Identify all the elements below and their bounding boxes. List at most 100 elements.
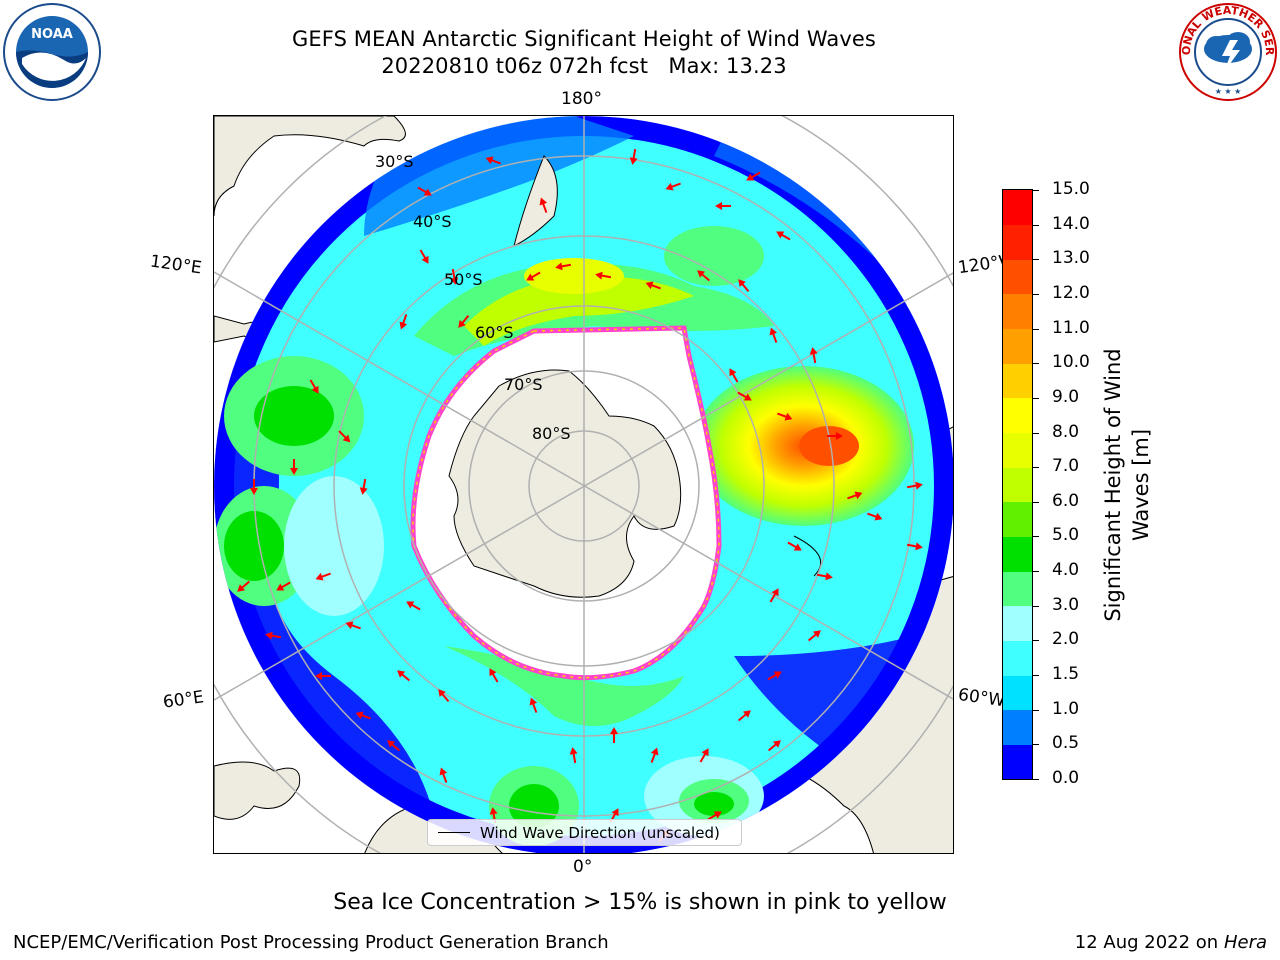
noaa-logo-text: NOAA — [31, 27, 73, 42]
colorbar — [1002, 189, 1033, 780]
footer-date-text: 12 Aug 2022 on — [1074, 932, 1219, 953]
wave-direction-arrow — [458, 314, 470, 328]
wave-direction-arrow — [309, 379, 319, 394]
colorbar-segment — [1003, 744, 1032, 780]
colorbar-tick — [1033, 259, 1039, 261]
colorbar-tick-label: 0.0 — [1052, 768, 1080, 788]
colorbar-tick — [1033, 605, 1039, 607]
colorbar-tick — [1033, 224, 1039, 226]
wave-direction-arrow — [867, 512, 883, 521]
lat-label-60s: 60°S — [475, 323, 514, 342]
noaa-logo: NOAA — [3, 3, 101, 101]
wave-direction-arrow — [729, 368, 739, 383]
wave-direction-arrow — [359, 478, 368, 495]
colorbar-tick-label: 12.0 — [1052, 282, 1090, 303]
colorbar-segment — [1003, 571, 1032, 607]
lat-label-80s: 80°S — [532, 424, 571, 443]
colorbar-tick-label: 10.0 — [1052, 352, 1090, 373]
colorbar-segment — [1003, 224, 1032, 260]
lat-label-70s: 70°S — [504, 375, 543, 394]
colorbar-tick-label: 2.0 — [1052, 629, 1080, 650]
wave-direction-arrow — [438, 689, 450, 703]
colorbar-tick-label: 7.0 — [1052, 456, 1080, 477]
colorbar-tick — [1033, 293, 1039, 295]
colorbar-tick — [1033, 467, 1039, 469]
wave-direction-arrow — [847, 491, 863, 500]
wave-direction-arrow — [767, 740, 781, 752]
colorbar-segment — [1003, 675, 1032, 711]
lon-label-180: 180° — [561, 89, 602, 109]
wave-direction-arrow — [355, 711, 371, 720]
wave-direction-arrow — [707, 811, 722, 821]
lat-label-50s: 50°S — [444, 270, 483, 289]
lon-label-120w: 120°W — [956, 251, 1008, 279]
colorbar-segment — [1003, 328, 1032, 364]
colorbar-tick-label: 3.0 — [1052, 594, 1080, 615]
wave-direction-arrow — [399, 314, 408, 330]
colorbar-tick — [1033, 536, 1039, 538]
wave-direction-arrow — [555, 262, 572, 271]
wave-direction-arrow — [417, 186, 432, 196]
wave-direction-arrow — [526, 271, 541, 281]
colorbar-tick-label: 14.0 — [1052, 213, 1090, 234]
chart-subtitle: 20220810 t06z 072h fcst Max: 13.23 — [381, 54, 787, 78]
colorbar-label-line1: Significant Height of Wind — [1101, 348, 1125, 622]
lon-label-60e: 60°E — [161, 687, 206, 713]
wave-direction-arrow — [645, 281, 661, 290]
wave-direction-arrow — [406, 601, 421, 611]
footer-machine: Hera — [1223, 932, 1267, 953]
wave-direction-arrow — [345, 621, 361, 630]
footer-date: 12 Aug 2022 on Hera — [1075, 932, 1267, 953]
wave-direction-arrow — [276, 581, 291, 591]
colorbar-segment — [1003, 259, 1032, 295]
colorbar-tick-label: 1.5 — [1052, 664, 1080, 685]
colorbar-tick — [1033, 190, 1039, 191]
wave-direction-arrow — [737, 391, 752, 401]
colorbar-tick-label: 0.5 — [1052, 733, 1080, 754]
footer-credit: NCEP/EMC/Verification Post Processing Pr… — [13, 932, 609, 953]
wave-direction-arrow — [450, 268, 459, 285]
colorbar-tick-label: 6.0 — [1052, 490, 1080, 511]
antarctica-landmass — [448, 369, 682, 598]
wave-direction-arrow — [807, 630, 821, 642]
lon-label-60w: 60°W — [956, 684, 1006, 712]
wave-direction-arrow — [485, 156, 501, 165]
lat-label-40s: 40°S — [413, 212, 452, 231]
wave-direction-arrow — [569, 747, 578, 764]
wave-direction-arrow — [776, 231, 791, 241]
colorbar-tick-label: 9.0 — [1052, 386, 1080, 407]
wave-direction-arrow — [237, 580, 251, 592]
wave-direction-arrow — [539, 197, 548, 213]
colorbar-segment — [1003, 467, 1032, 503]
wave-direction-arrow — [737, 710, 751, 722]
wave-direction-arrow — [489, 668, 499, 683]
lat-label-30s: 30°S — [375, 152, 414, 171]
wave-direction-arrow — [697, 270, 711, 282]
colorbar-tick — [1033, 397, 1039, 399]
colorbar-label-line2: Waves [m] — [1129, 428, 1153, 542]
colorbar-tick-label: 11.0 — [1052, 317, 1090, 338]
wave-direction-arrow — [290, 459, 298, 475]
colorbar-label: Significant Height of Wind Waves [m] — [1099, 348, 1155, 621]
wave-direction-arrow — [767, 671, 782, 681]
colorbar-tick — [1033, 571, 1039, 573]
colorbar-segment — [1003, 397, 1032, 434]
wave-direction-arrow — [738, 279, 750, 293]
colorbar-tick — [1033, 640, 1039, 642]
wave-direction-arrow — [769, 327, 778, 343]
colorbar-tick — [1033, 779, 1039, 780]
colorbar-segment — [1003, 432, 1032, 468]
lon-label-120e: 120°E — [148, 251, 203, 279]
wave-direction-arrow — [787, 541, 802, 551]
colorbar-segment — [1003, 709, 1032, 745]
map-panel — [213, 115, 954, 854]
chart-title: GEFS MEAN Antarctic Significant Height o… — [292, 27, 876, 51]
wind-wave-arrows — [237, 148, 923, 843]
wave-direction-arrow — [610, 727, 618, 743]
wave-direction-arrow — [397, 670, 411, 682]
colorbar-tick — [1033, 501, 1039, 503]
colorbar-segment — [1003, 640, 1032, 676]
wave-direction-arrow — [529, 697, 538, 713]
wave-direction-arrow — [650, 747, 659, 763]
legend-line-swatch — [438, 832, 470, 833]
